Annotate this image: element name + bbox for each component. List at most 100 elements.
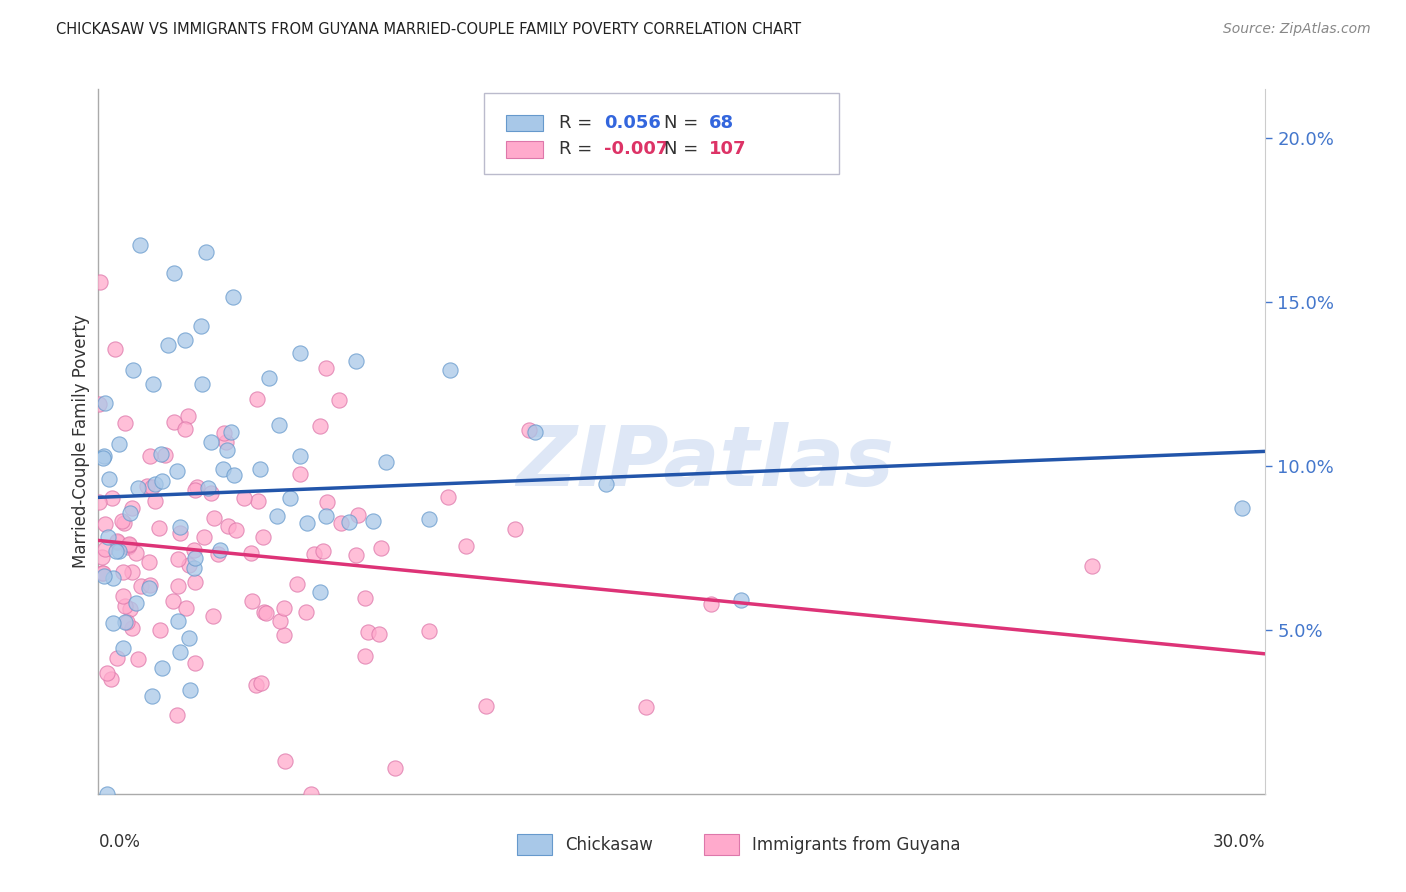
Point [316,494,339,508]
Point [177,558,200,572]
Point [257,371,280,385]
Point [295,516,318,531]
Point [107,437,129,451]
Point [157,337,180,351]
Point [202,510,225,524]
Point [97,472,120,486]
Point [225,523,247,537]
Point [167,552,190,566]
Point [117,541,139,555]
Point [101,615,124,630]
Point [101,491,124,505]
Point [273,754,295,768]
Point [191,377,214,392]
Point [344,548,367,562]
FancyBboxPatch shape [517,834,553,855]
Point [103,342,125,356]
Point [278,491,301,506]
Point [250,676,273,690]
Point [149,447,172,461]
Point [252,605,274,619]
Point [128,238,150,252]
Point [1230,501,1253,516]
Point [197,481,219,495]
Point [91,550,114,565]
Point [242,593,264,607]
Point [91,451,114,466]
Point [89,495,111,509]
Point [120,601,142,615]
Point [370,541,392,555]
Point [125,546,148,560]
Text: R =: R = [560,140,599,158]
Point [201,609,224,624]
Text: N =: N = [665,140,704,158]
Point [190,319,212,334]
Point [357,625,380,640]
Point [91,566,114,580]
Point [222,467,245,482]
Point [166,707,188,722]
Point [112,516,135,530]
Text: N =: N = [665,114,704,132]
Point [105,544,128,558]
Point [166,464,188,478]
Point [93,450,115,464]
Point [169,645,191,659]
Text: Source: ZipAtlas.com: Source: ZipAtlas.com [1223,22,1371,37]
Point [200,434,222,449]
Text: 0.0%: 0.0% [98,832,141,851]
Point [353,649,375,664]
Point [115,615,138,630]
Point [212,426,235,441]
Point [149,623,172,637]
Point [183,561,205,575]
Point [111,514,134,528]
Point [121,501,143,516]
Text: ZIPatlas: ZIPatlas [516,422,894,503]
Point [439,363,461,377]
Point [595,476,617,491]
Point [108,544,131,558]
Point [256,606,278,620]
FancyBboxPatch shape [704,834,740,855]
Text: -0.007: -0.007 [603,140,668,158]
Point [120,506,142,520]
Point [315,509,337,524]
Point [299,787,322,801]
Point [524,425,547,439]
Point [215,434,238,449]
Point [177,409,200,424]
Point [266,508,288,523]
Point [114,599,136,614]
FancyBboxPatch shape [506,114,543,131]
Point [183,656,205,670]
Point [138,581,160,595]
Point [634,699,657,714]
Point [112,641,135,656]
Point [90,566,112,581]
Point [105,535,128,549]
Point [290,449,312,463]
Point [105,651,128,665]
Point [246,392,269,406]
Point [418,512,440,526]
Point [217,519,239,533]
Point [143,494,166,508]
Point [166,614,188,628]
Point [118,536,141,550]
Point [304,547,326,561]
Point [474,698,496,713]
Point [294,605,316,619]
Point [288,467,311,482]
Point [135,479,157,493]
Point [150,661,173,675]
Point [166,579,188,593]
Point [105,534,128,549]
Point [118,538,141,552]
Point [127,481,149,495]
Point [195,244,218,259]
Point [93,569,115,583]
Point [177,631,200,645]
Point [94,516,117,531]
